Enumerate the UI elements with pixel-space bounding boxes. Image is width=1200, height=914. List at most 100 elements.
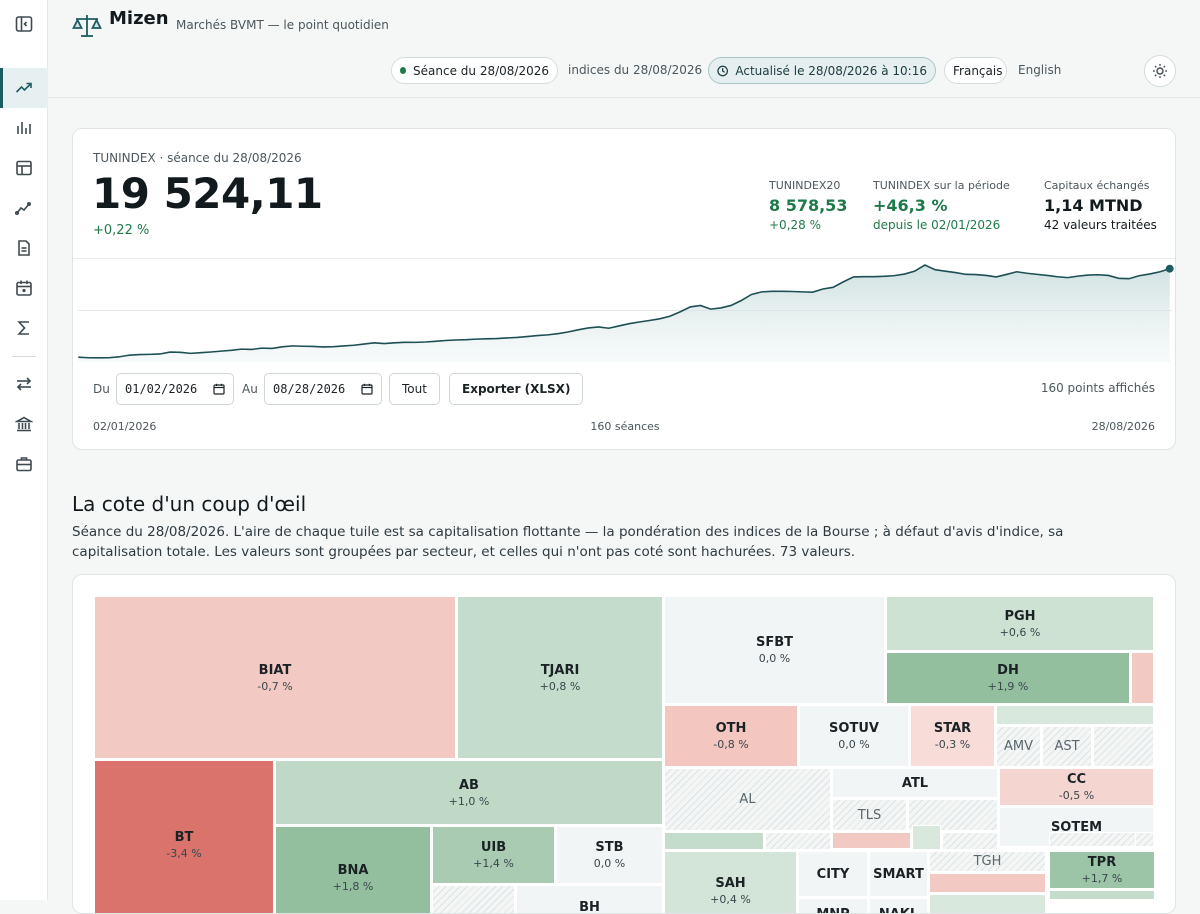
treemap-tile[interactable]: ATL: [832, 768, 998, 798]
nav-transfers[interactable]: [0, 364, 48, 404]
treemap-tile[interactable]: AL: [664, 768, 831, 831]
treemap-tile[interactable]: [1131, 652, 1154, 704]
to-date-value: 08/28/2026: [273, 382, 345, 396]
treemap-tile[interactable]: [1135, 832, 1154, 847]
from-date-value: 01/02/2026: [125, 382, 197, 396]
treemap-tile[interactable]: UIB+1,4 %: [432, 826, 555, 884]
tile-change: -0,3 %: [935, 737, 970, 752]
indices-date: indices du 28/08/2026: [568, 63, 702, 77]
chart-last-point: [1166, 265, 1174, 273]
tile-change: +1,4 %: [473, 856, 514, 871]
treemap-tile[interactable]: [832, 832, 911, 849]
lang-en-button[interactable]: English: [1018, 63, 1061, 77]
treemap-tile[interactable]: AB+1,0 %: [275, 760, 663, 825]
all-range-button[interactable]: Tout: [389, 373, 440, 405]
treemap-tile[interactable]: TLS: [832, 799, 907, 831]
from-label: Du: [93, 382, 110, 396]
nav-portfolio[interactable]: [0, 444, 48, 484]
nav-sums[interactable]: [0, 308, 48, 348]
toggle-sidebar-button[interactable]: [0, 0, 48, 48]
tile-ticker: AMV: [1004, 738, 1033, 755]
to-label: Au: [242, 382, 258, 396]
nav-calendar[interactable]: [0, 268, 48, 308]
tile-change: +0,8 %: [540, 679, 581, 694]
tile-ticker: MNP: [816, 906, 849, 914]
treemap-tile[interactable]: AST: [1042, 726, 1092, 767]
index-value: 19 524,11: [92, 169, 323, 218]
sun-icon: [1152, 63, 1168, 79]
stat-capital: Capitaux échangés 1,14 MTND 42 valeurs t…: [1044, 179, 1157, 232]
tile-ticker: UIB: [481, 839, 506, 856]
tile-change: -0,7 %: [257, 679, 292, 694]
treemap-tile[interactable]: [929, 894, 1046, 914]
export-xlsx-button[interactable]: Exporter (XLSX): [449, 373, 583, 405]
treemap-tile[interactable]: SAH+0,4 %: [664, 851, 797, 914]
treemap-tile[interactable]: [664, 832, 764, 850]
calendar-picker-icon[interactable]: [361, 383, 373, 395]
tile-change: -0,8 %: [713, 737, 748, 752]
session-badge: Séance du 28/08/2026: [391, 57, 558, 84]
treemap-tile[interactable]: [1093, 726, 1154, 767]
stat-value: 8 578,53: [769, 196, 847, 215]
treemap-tile[interactable]: CC-0,5 %: [999, 768, 1154, 806]
nav-dashboard[interactable]: [0, 148, 48, 188]
to-date-input[interactable]: 08/28/2026: [264, 373, 382, 405]
nav-market-overview[interactable]: [0, 68, 48, 108]
nav-institutions[interactable]: [0, 404, 48, 444]
bank-icon: [15, 415, 33, 433]
treemap-tile[interactable]: SMART: [869, 851, 928, 897]
axis-end-date: 28/08/2026: [1092, 420, 1155, 433]
treemap-tile[interactable]: AMV: [996, 726, 1041, 767]
treemap-tile[interactable]: MNP: [798, 898, 868, 914]
from-date-input[interactable]: 01/02/2026: [116, 373, 234, 405]
tile-ticker: AST: [1054, 738, 1079, 755]
tile-ticker: TGH: [974, 853, 1002, 870]
nav-performance[interactable]: [0, 188, 48, 228]
index-change: +0,22 %: [93, 223, 149, 238]
stat-sub: depuis le 02/01/2026: [873, 218, 1010, 232]
tile-ticker: NAKL: [879, 906, 918, 914]
tile-change: +0,6 %: [1000, 625, 1041, 640]
treemap-tile[interactable]: CITY: [798, 851, 868, 897]
refresh-button[interactable]: Actualisé le 28/08/2026 à 10:16: [708, 57, 936, 84]
session-label: Séance du 28/08/2026: [413, 64, 549, 78]
tile-ticker: OTH: [716, 720, 747, 737]
treemap-tile[interactable]: BT-3,4 %: [94, 760, 274, 914]
treemap-tile[interactable]: [1049, 890, 1155, 900]
treemap-tile[interactable]: PGH+0,6 %: [886, 596, 1154, 651]
treemap-tile[interactable]: NAKL: [869, 898, 928, 914]
treemap-tile[interactable]: TPR+1,7 %: [1049, 851, 1155, 889]
stat-key: TUNINDEX sur la période: [873, 179, 1010, 192]
header: Mizen Marchés BVMT — le point quotidien …: [48, 0, 1200, 98]
calendar-picker-icon[interactable]: [213, 383, 225, 395]
treemap-tile[interactable]: BIAT-0,7 %: [94, 596, 456, 759]
treemap-tile[interactable]: [996, 705, 1154, 725]
treemap-tile[interactable]: TJARI+0,8 %: [457, 596, 663, 759]
chart-area: [78, 265, 1169, 362]
layout-icon: [15, 159, 33, 177]
treemap-tile[interactable]: OTH-0,8 %: [664, 705, 798, 767]
nav-reports[interactable]: [0, 228, 48, 268]
treemap-tile[interactable]: STAR-0,3 %: [910, 705, 995, 767]
tile-change: +1,9 %: [988, 679, 1029, 694]
treemap-tile[interactable]: [912, 825, 941, 850]
treemap-tile[interactable]: [765, 832, 831, 850]
lang-fr-label: Français: [953, 64, 1002, 78]
treemap-tile[interactable]: TGH: [929, 851, 1046, 872]
treemap-tile[interactable]: [929, 873, 1046, 893]
treemap-tile[interactable]: [942, 832, 998, 850]
nav-volumes[interactable]: [0, 108, 48, 148]
lang-fr-button[interactable]: Français: [944, 57, 1007, 84]
theme-toggle-button[interactable]: [1144, 55, 1176, 87]
treemap-tile[interactable]: DH+1,9 %: [886, 652, 1130, 704]
treemap-tile[interactable]: BNA+1,8 %: [275, 826, 431, 914]
index-area-chart: [73, 258, 1176, 362]
treemap-description: Séance du 28/08/2026. L'aire de chaque t…: [72, 522, 1152, 562]
stat-sub: 42 valeurs traitées: [1044, 218, 1157, 232]
tile-ticker: SMART: [873, 866, 924, 883]
